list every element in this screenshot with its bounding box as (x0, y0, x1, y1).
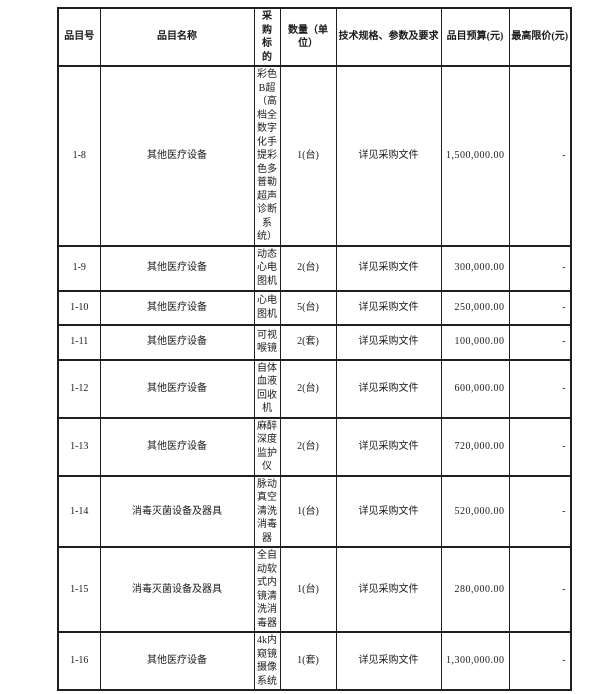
spec-cell: 详见采购文件 (335, 359, 442, 418)
item-name-cell: 其他医疗设备 (99, 359, 255, 418)
budget-cell: 520,000.00 (440, 475, 510, 548)
table-row: 1-9 其他医疗设备 动态 心电 图机 2(台) 详见采购文件 300,000.… (57, 245, 572, 291)
target-cell: 彩色 B超 （高 档全 数字 化手 提彩 色多 普勒 超声 诊断 系 统） (253, 65, 281, 246)
budget-cell: 720,000.00 (440, 417, 510, 476)
spec-cell: 详见采购文件 (335, 417, 442, 476)
spec-cell: 详见采购文件 (335, 546, 442, 633)
item-no-cell: 1-10 (57, 290, 101, 325)
spec-cell: 详见采购文件 (335, 245, 442, 291)
budget-cell: 250,000.00 (440, 290, 510, 325)
table-row: 1-10 其他医疗设备 心电 图机 5(台) 详见采购文件 250,000.00… (57, 290, 572, 325)
item-no-cell: 1-11 (57, 324, 101, 360)
spec-cell: 详见采购文件 (335, 290, 442, 325)
target-cell: 可视 喉镜 (253, 324, 281, 360)
item-name-cell: 其他医疗设备 (99, 417, 255, 476)
item-no-cell: 1-16 (57, 631, 101, 691)
spec-cell: 详见采购文件 (335, 65, 442, 246)
header-quantity-unit: 数量（单 位） (279, 7, 337, 67)
quantity-cell: 1(台) (279, 475, 337, 548)
table-row: 1-13 其他医疗设备 麻醉 深度 监护 仪 2(台) 详见采购文件 720,0… (57, 417, 572, 476)
header-tech-spec: 技术规格、参数及要求 (335, 7, 442, 67)
quantity-cell: 1(台) (279, 65, 337, 246)
spec-cell: 详见采购文件 (335, 475, 442, 548)
item-no-cell: 1-15 (57, 546, 101, 633)
max-price-cell: - (508, 475, 572, 548)
target-cell: 脉动 真空 清洗 消毒 器 (253, 475, 281, 548)
quantity-cell: 5(台) (279, 290, 337, 325)
max-price-cell: - (508, 324, 572, 360)
header-max-price: 最高限价(元) (508, 7, 572, 67)
item-no-cell: 1-8 (57, 65, 101, 246)
item-name-cell: 其他医疗设备 (99, 245, 255, 291)
item-name-cell: 其他医疗设备 (99, 290, 255, 325)
quantity-cell: 1(台) (279, 546, 337, 633)
target-cell: 心电 图机 (253, 290, 281, 325)
item-name-cell: 其他医疗设备 (99, 65, 255, 246)
table-row: 1-8 其他医疗设备 彩色 B超 （高 档全 数字 化手 提彩 色多 普勒 超声… (57, 65, 572, 246)
quantity-cell: 2(台) (279, 359, 337, 418)
quantity-cell: 2(套) (279, 324, 337, 360)
item-name-cell: 其他医疗设备 (99, 631, 255, 691)
table-row: 1-15 消毒灭菌设备及器具 全自 动软 式内 镜清 洗消 毒器 1(台) 详见… (57, 546, 572, 633)
budget-cell: 600,000.00 (440, 359, 510, 418)
budget-cell: 100,000.00 (440, 324, 510, 360)
item-name-cell: 消毒灭菌设备及器具 (99, 546, 255, 633)
table-row: 1-14 消毒灭菌设备及器具 脉动 真空 清洗 消毒 器 1(台) 详见采购文件… (57, 475, 572, 548)
target-cell: 麻醉 深度 监护 仪 (253, 417, 281, 476)
header-item-name: 品目名称 (99, 7, 255, 67)
table-row: 1-16 其他医疗设备 4k内 窥镜 摄像 系统 1(套) 详见采购文件 1,3… (57, 631, 572, 691)
budget-cell: 280,000.00 (440, 546, 510, 633)
max-price-cell: - (508, 359, 572, 418)
table-row: 1-11 其他医疗设备 可视 喉镜 2(套) 详见采购文件 100,000.00… (57, 324, 572, 360)
target-cell: 动态 心电 图机 (253, 245, 281, 291)
budget-cell: 300,000.00 (440, 245, 510, 291)
spec-cell: 详见采购文件 (335, 324, 442, 360)
budget-cell: 1,500,000.00 (440, 65, 510, 246)
quantity-cell: 2(台) (279, 417, 337, 476)
item-name-cell: 消毒灭菌设备及器具 (99, 475, 255, 548)
item-no-cell: 1-14 (57, 475, 101, 548)
budget-cell: 1,300,000.00 (440, 631, 510, 691)
max-price-cell: - (508, 417, 572, 476)
target-cell: 全自 动软 式内 镜清 洗消 毒器 (253, 546, 281, 633)
max-price-cell: - (508, 546, 572, 633)
target-cell: 自体 血液 回收 机 (253, 359, 281, 418)
max-price-cell: - (508, 245, 572, 291)
table-row: 1-12 其他医疗设备 自体 血液 回收 机 2(台) 详见采购文件 600,0… (57, 359, 572, 418)
item-name-cell: 其他医疗设备 (99, 324, 255, 360)
quantity-cell: 1(套) (279, 631, 337, 691)
header-item-no: 品目号 (57, 7, 101, 67)
max-price-cell: - (508, 631, 572, 691)
header-procurement-target: 采 购 标 的 (253, 7, 281, 67)
item-no-cell: 1-13 (57, 417, 101, 476)
header-budget: 品目预算(元) (440, 7, 510, 67)
target-cell: 4k内 窥镜 摄像 系统 (253, 631, 281, 691)
item-no-cell: 1-9 (57, 245, 101, 291)
item-no-cell: 1-12 (57, 359, 101, 418)
max-price-cell: - (508, 290, 572, 325)
quantity-cell: 2(台) (279, 245, 337, 291)
spec-cell: 详见采购文件 (335, 631, 442, 691)
header-row: 品目号 品目名称 采 购 标 的 数量（单 位） 技术规格、参数及要求 品目预算… (57, 7, 572, 67)
procurement-items-table: 品目号 品目名称 采 购 标 的 数量（单 位） 技术规格、参数及要求 品目预算… (57, 7, 572, 691)
max-price-cell: - (508, 65, 572, 246)
